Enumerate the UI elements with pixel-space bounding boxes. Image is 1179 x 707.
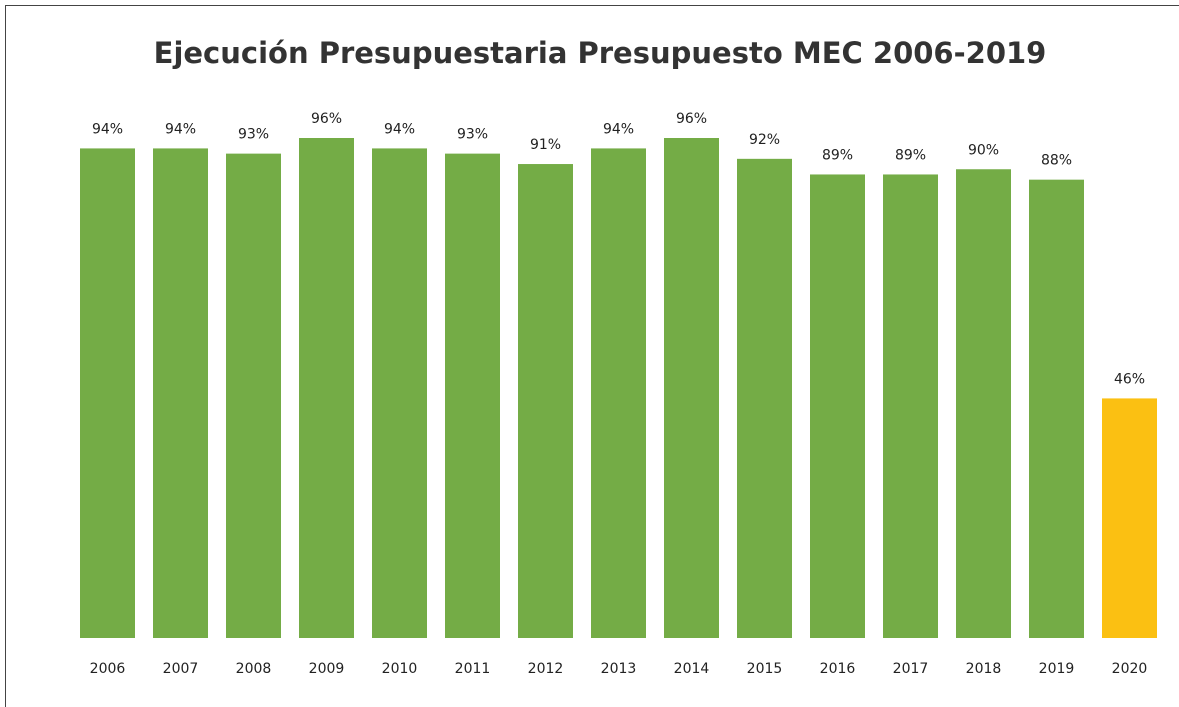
bar bbox=[372, 148, 427, 638]
bar bbox=[1029, 179, 1084, 638]
bar bbox=[1102, 398, 1157, 638]
value-label: 93% bbox=[238, 127, 269, 143]
x-tick-label: 2008 bbox=[236, 661, 272, 677]
value-label: 96% bbox=[311, 111, 342, 127]
x-tick-label: 2006 bbox=[90, 661, 126, 677]
x-tick-label: 2012 bbox=[528, 661, 564, 677]
value-label: 46% bbox=[1114, 371, 1145, 387]
bar bbox=[518, 164, 573, 638]
value-label: 94% bbox=[603, 121, 634, 137]
x-tick-label: 2016 bbox=[820, 661, 856, 677]
x-tick-label: 2019 bbox=[1039, 661, 1075, 677]
chart-title: Ejecución Presupuestaria Presupuesto MEC… bbox=[154, 36, 1047, 70]
value-label: 96% bbox=[676, 111, 707, 127]
value-label: 89% bbox=[822, 147, 853, 163]
x-tick-label: 2007 bbox=[163, 661, 199, 677]
x-tick-label: 2011 bbox=[455, 661, 491, 677]
value-label: 91% bbox=[530, 137, 561, 153]
bar bbox=[445, 153, 500, 638]
x-tick-label: 2013 bbox=[601, 661, 637, 677]
bar bbox=[664, 138, 719, 638]
bar bbox=[299, 138, 354, 638]
bar bbox=[737, 158, 792, 639]
value-label: 89% bbox=[895, 147, 926, 163]
x-tick-label: 2018 bbox=[966, 661, 1002, 677]
value-label: 93% bbox=[457, 127, 488, 143]
bar bbox=[591, 148, 646, 638]
bar bbox=[80, 148, 135, 638]
bar bbox=[810, 174, 865, 639]
bar bbox=[956, 169, 1011, 638]
bar bbox=[226, 153, 281, 638]
value-label: 94% bbox=[384, 121, 415, 137]
bar bbox=[153, 148, 208, 638]
value-label: 94% bbox=[165, 121, 196, 137]
value-label: 90% bbox=[968, 142, 999, 158]
value-label: 92% bbox=[749, 132, 780, 148]
x-tick-label: 2015 bbox=[747, 661, 783, 677]
x-tick-label: 2010 bbox=[382, 661, 418, 677]
x-tick-label: 2009 bbox=[309, 661, 345, 677]
x-tick-label: 2014 bbox=[674, 661, 710, 677]
x-tick-label: 2020 bbox=[1112, 661, 1148, 677]
value-label: 94% bbox=[92, 121, 123, 137]
bar bbox=[883, 174, 938, 639]
value-label: 88% bbox=[1041, 153, 1072, 169]
x-tick-label: 2017 bbox=[893, 661, 929, 677]
frame bbox=[5, 5, 1179, 707]
